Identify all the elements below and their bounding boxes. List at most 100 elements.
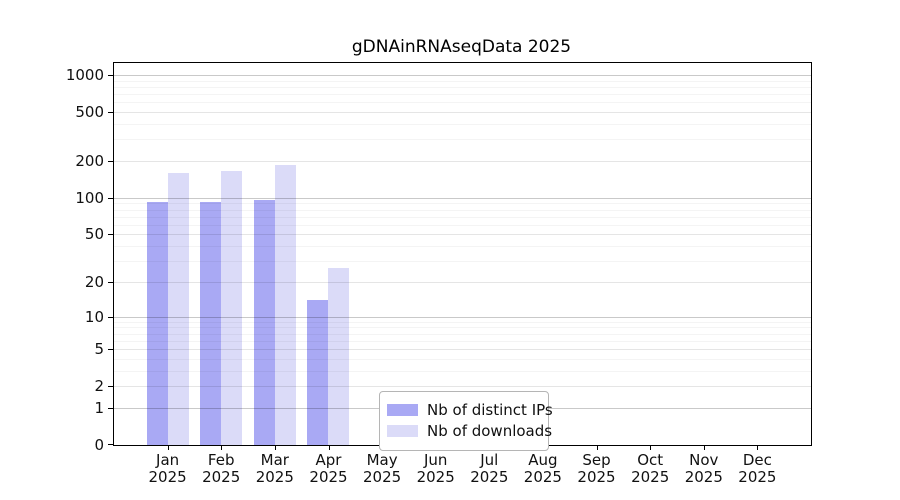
x-label-month: May [366,451,398,469]
gridline [114,139,811,141]
x-label-year: 2025 [255,468,294,486]
bar [307,299,329,445]
x-label-month: Jun [423,451,448,469]
x-label-year: 2025 [738,468,777,486]
x-label-year: 2025 [202,468,241,486]
y-tick-label: 1000 [65,65,104,84]
gridline [114,333,811,335]
legend-swatch [387,425,418,437]
gridline [114,197,811,199]
x-label-year: 2025 [416,468,455,486]
bar [221,171,243,445]
gridline [114,349,811,350]
x-label-year: 2025 [684,468,723,486]
gridline [114,321,811,323]
x-tick-label: Nov 2025 [674,452,734,486]
legend-row: Nb of distinct IPs [387,401,553,419]
x-label-month: Dec [742,451,772,469]
x-tick-label: Jul 2025 [459,452,519,486]
x-tick [274,446,276,450]
y-tick-label: 5 [94,340,104,358]
x-label-year: 2025 [148,468,187,486]
legend-label: Nb of distinct IPs [427,401,553,419]
y-tick-label: 50 [84,225,104,244]
gridline [114,370,811,372]
x-label-month: Aug [528,451,558,469]
x-tick-label: Jan 2025 [138,452,198,486]
x-tick [703,446,705,450]
y-tick-label: 0 [94,436,104,454]
y-tick [108,281,113,283]
x-tick [328,446,330,450]
x-label-month: Apr [315,451,342,469]
x-tick [221,446,223,450]
gridline [114,316,811,318]
y-tick [108,407,113,409]
bar [200,202,222,445]
x-tick-label: Oct 2025 [620,452,680,486]
x-tick-label: Aug 2025 [513,452,573,486]
gridline [114,86,811,88]
x-label-year: 2025 [631,468,670,486]
gridline [114,94,811,95]
x-tick-label: Apr 2025 [299,452,359,486]
y-tick [108,74,113,76]
gridline [114,261,811,263]
bar [253,199,275,445]
y-tick-label: 1 [94,398,104,417]
y-tick [108,349,113,350]
gridline [114,340,811,342]
x-label-month: Jan [156,451,180,469]
gridline [114,216,811,218]
x-label-year: 2025 [470,468,509,486]
x-tick-label: Jun 2025 [406,452,466,486]
y-tick-label: 500 [75,103,104,121]
plot-area: 0 1 2 5 10 20 50 100 200 500 1000 Jan 2025 Feb 2025 Mar… [66,62,812,486]
y-tick [108,444,113,445]
gridline [114,281,811,283]
legend-label: Nb of downloads [427,422,553,440]
x-label-month: Sep [582,451,611,469]
x-tick [167,446,169,450]
y-tick [108,160,113,162]
gridline [114,246,811,248]
y-tick [108,386,113,388]
x-label-month: Mar [260,451,289,469]
x-label-month: Oct [637,451,664,469]
x-label-year: 2025 [363,468,402,486]
gridline [114,386,811,388]
gridline [114,102,811,104]
y-tick-label: 10 [84,307,104,326]
x-tick-label: Feb 2025 [191,452,251,486]
bar [274,164,296,445]
gridline [114,160,811,162]
y-tick-label: 200 [75,151,104,170]
gridline [114,209,811,211]
x-label-month: Jul [480,451,499,469]
gridline [114,327,811,329]
y-tick [108,197,113,199]
gridline [114,234,811,236]
x-label-year: 2025 [523,468,562,486]
y-tick [108,316,113,318]
x-tick-label: Sep 2025 [567,452,627,486]
x-label-month: Feb [207,451,235,469]
legend-swatch [387,404,418,416]
y-tick-label: 100 [75,188,104,207]
y-tick [108,234,113,236]
y-tick-label: 2 [94,377,104,396]
gridline [114,358,811,360]
gridline [114,74,811,76]
bar [146,202,168,445]
x-tick [650,446,652,450]
gridline [114,224,811,226]
chart-title: gDNAinRNAseqData 2025 [351,37,572,57]
x-tick [596,446,598,450]
y-tick-label: 20 [84,272,104,291]
x-tick-label: Dec 2025 [727,452,787,486]
x-label-year: 2025 [577,468,616,486]
x-label-month: Nov [689,451,719,469]
gridline [114,123,811,125]
x-tick [757,446,759,450]
